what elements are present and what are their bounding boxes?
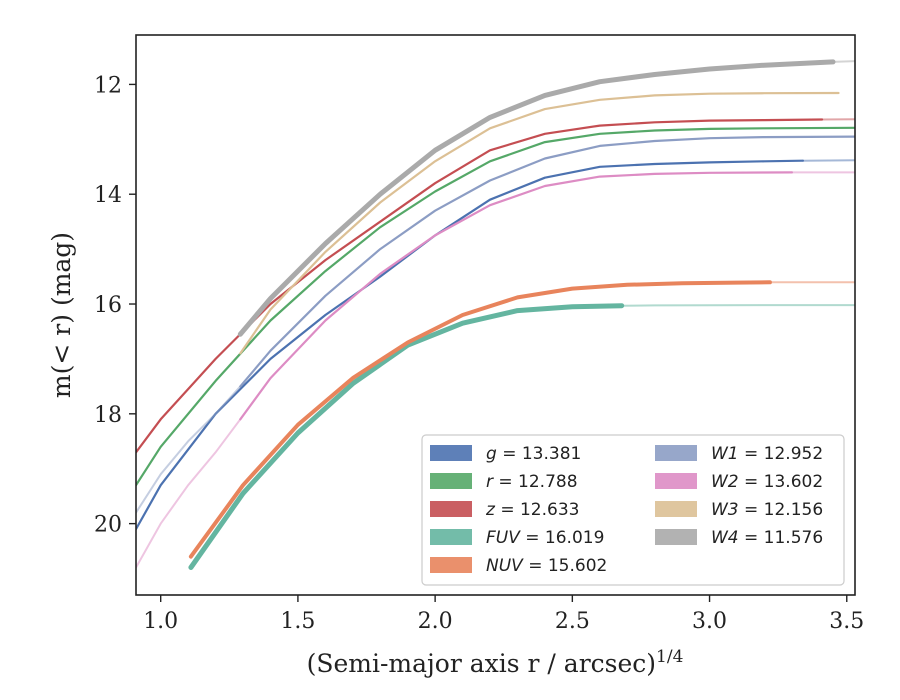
series-w2-line bbox=[239, 171, 793, 421]
plot-frame bbox=[135, 34, 856, 596]
y-tick-label: 16 bbox=[94, 293, 122, 318]
series-layer bbox=[136, 59, 855, 570]
legend-label-nuv: NUV = 15.602 bbox=[486, 556, 607, 576]
series-w1-line bbox=[239, 135, 855, 388]
x-tick-label: 3.5 bbox=[829, 609, 864, 634]
legend-swatch-w3 bbox=[655, 501, 697, 517]
x-axis-label-exponent: 1/4 bbox=[656, 647, 683, 667]
x-axis: 1.0 1.5 2.0 2.5 3.0 3.5 bbox=[143, 595, 864, 634]
legend-label-fuv: FUV = 16.019 bbox=[486, 528, 604, 548]
legend-label-w3: W3 = 12.156 bbox=[711, 500, 823, 520]
series-w4-extension bbox=[832, 60, 855, 63]
series-g-extension bbox=[801, 159, 855, 162]
legend-swatch-g bbox=[430, 445, 472, 461]
legend-label-w4: W4 = 11.576 bbox=[711, 528, 823, 548]
x-tick-label: 1.0 bbox=[143, 609, 178, 634]
x-axis-label: (Semi-major axis r / arcsec)1/4 bbox=[307, 647, 684, 678]
series-z-line bbox=[136, 118, 824, 454]
y-tick-label: 20 bbox=[94, 513, 122, 538]
x-tick-label: 2.0 bbox=[418, 609, 453, 634]
legend-label-z: z = 12.633 bbox=[485, 500, 579, 520]
legend-swatch-w2 bbox=[655, 473, 697, 489]
legend: g = 13.381 r = 12.788 z = 12.633 FUV = 16.0… bbox=[421, 434, 845, 586]
x-tick-label: 2.5 bbox=[555, 609, 590, 634]
legend-label-w2: W2 = 13.602 bbox=[711, 472, 823, 492]
series-fuv-line bbox=[188, 303, 625, 570]
legend-swatch-w4 bbox=[655, 529, 697, 545]
y-tick-label: 18 bbox=[94, 403, 122, 428]
x-axis-label-base: (Semi-major axis r / arcsec) bbox=[307, 649, 656, 678]
legend-swatch-r bbox=[430, 473, 472, 489]
series-r-line bbox=[136, 126, 855, 487]
series-fuv-extension bbox=[620, 304, 855, 307]
y-axis: 12 14 16 18 20 bbox=[94, 73, 136, 538]
legend-swatch-fuv bbox=[430, 529, 472, 545]
legend-label-w1: W1 = 12.952 bbox=[711, 444, 823, 464]
legend-swatch-nuv bbox=[430, 557, 472, 573]
y-tick-label: 12 bbox=[94, 73, 122, 98]
series-w2-extension bbox=[136, 171, 855, 569]
series-w1-extension bbox=[136, 385, 242, 514]
legend-swatch-z bbox=[430, 501, 472, 517]
legend-frame bbox=[421, 434, 845, 586]
y-axis-label: m(< r) (mag) bbox=[47, 232, 76, 398]
x-tick-label: 3.0 bbox=[692, 609, 727, 634]
y-tick-label: 14 bbox=[94, 183, 122, 208]
legend-swatch-w1 bbox=[655, 445, 697, 461]
legend-label-g: g = 13.381 bbox=[486, 444, 581, 464]
series-w4-line bbox=[237, 59, 836, 337]
legend-label-r: r = 12.788 bbox=[486, 472, 578, 492]
x-tick-label: 1.5 bbox=[280, 609, 315, 634]
series-w3-line bbox=[239, 91, 840, 355]
series-nuv-line bbox=[188, 280, 772, 559]
